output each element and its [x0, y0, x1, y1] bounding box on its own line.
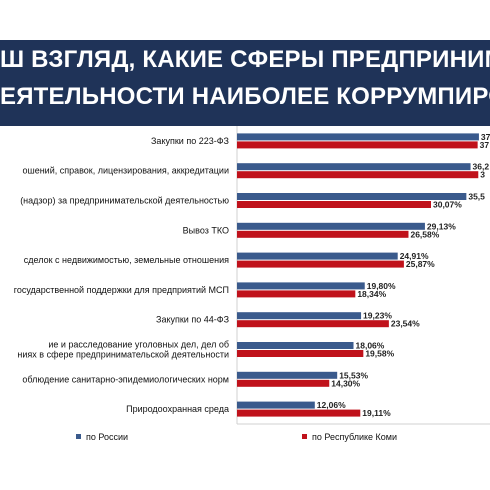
data-label-russia: 24,91%	[400, 251, 429, 261]
data-label-russia: 29,13%	[427, 221, 456, 231]
bar-russia	[237, 252, 398, 260]
chart-title-line-2: ЕЯТЕЛЬНОСТИ НАИБОЛЕЕ КОРРУМПИРОВАН	[0, 83, 490, 110]
category-label: ошений, справок, лицензирования, аккреди…	[22, 166, 229, 176]
category-label: ниях в сфере предпринимательской деятель…	[17, 350, 229, 360]
data-label-russia: 37	[481, 132, 490, 142]
category-label: облюдение санитарно-эпидемиологических н…	[22, 374, 229, 384]
legend-label-komi: по Республике Коми	[312, 432, 397, 442]
bar-russia	[237, 282, 365, 290]
bar-russia	[237, 163, 471, 171]
bar-russia	[237, 193, 467, 200]
bar-komi	[237, 141, 478, 149]
data-label-russia: 18,06%	[356, 341, 385, 351]
data-label-komi: 3	[480, 170, 485, 180]
category-label: сделок с недвижимостью, земельные отноше…	[24, 255, 229, 265]
bar-russia	[237, 401, 315, 409]
data-label-komi: 25,87%	[406, 259, 435, 269]
data-label-komi: 37	[480, 140, 490, 150]
bar-russia	[237, 342, 354, 349]
bar-komi	[237, 201, 431, 208]
data-label-russia: 19,23%	[363, 311, 392, 321]
data-label-komi: 19,11%	[362, 408, 391, 418]
data-label-russia: 35,5	[468, 192, 485, 202]
legend-swatch-russia	[76, 434, 81, 439]
data-label-komi: 26,58%	[410, 229, 439, 239]
title-banner: Ш ВЗГЛЯД, КАКИЕ СФЕРЫ ПРЕДПРИНИМАТЕЛ ЕЯТ…	[0, 40, 490, 126]
legend-label-russia: по России	[86, 432, 128, 442]
data-label-russia: 19,80%	[367, 281, 396, 291]
data-label-komi: 23,54%	[391, 319, 420, 329]
category-label: Закупки по 44-ФЗ	[156, 315, 229, 325]
bar-komi	[237, 171, 479, 179]
legend-swatch-komi	[302, 434, 307, 439]
bar-komi	[237, 320, 389, 328]
category-label: ие и расследование уголовных дел, дел об	[48, 340, 229, 350]
category-label: Закупки по 223-ФЗ	[151, 136, 229, 146]
bar-komi	[237, 290, 356, 298]
category-label: Вывоз ТКО	[183, 225, 229, 235]
bar-komi	[237, 260, 404, 268]
category-label: государственной поддержки для предприяти…	[14, 285, 229, 295]
bar-russia	[237, 371, 338, 379]
bar-russia	[237, 222, 425, 230]
bar-komi	[237, 379, 330, 387]
legend: по России по Республике Коми	[76, 432, 397, 442]
bar-russia	[237, 312, 362, 320]
chart-title-line-1: Ш ВЗГЛЯД, КАКИЕ СФЕРЫ ПРЕДПРИНИМАТЕЛ	[0, 46, 490, 73]
category-label: (надзор) за предпринимательской деятельн…	[20, 196, 229, 206]
bar-komi	[237, 409, 361, 417]
data-label-komi: 19,58%	[365, 349, 394, 359]
chart-area: Закупки по 223-ФЗ 37 37 ошений, справок, ли…	[0, 126, 490, 456]
bar-komi	[237, 230, 409, 238]
data-label-komi: 18,34%	[357, 289, 386, 299]
category-label: Природоохранная среда	[126, 404, 229, 414]
bar-russia	[237, 133, 479, 141]
data-label-russia: 15,53%	[339, 370, 368, 380]
data-label-komi: 30,07%	[433, 200, 462, 210]
data-label-russia: 12,06%	[317, 400, 346, 410]
bar-komi	[237, 350, 364, 357]
data-label-russia: 36,2	[473, 162, 490, 172]
data-label-komi: 14,30%	[331, 378, 360, 388]
